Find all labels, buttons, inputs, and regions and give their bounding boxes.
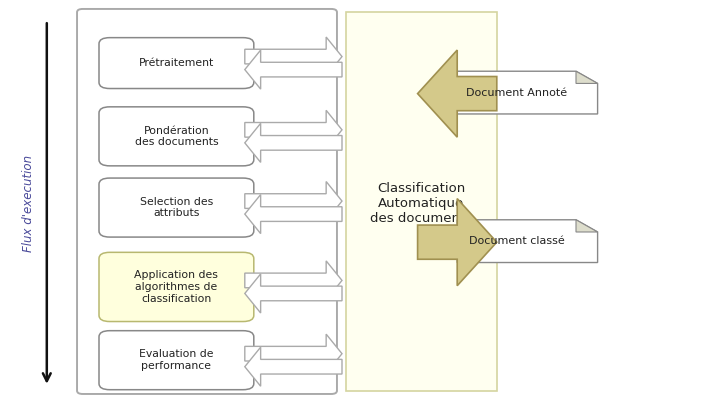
Polygon shape	[245, 123, 342, 162]
Text: Selection des
attributs: Selection des attributs	[140, 197, 213, 219]
Polygon shape	[576, 220, 598, 232]
Text: Flux d'execution: Flux d'execution	[22, 155, 35, 252]
FancyBboxPatch shape	[99, 38, 254, 89]
FancyBboxPatch shape	[99, 178, 254, 237]
Text: Document classé: Document classé	[469, 236, 564, 246]
Polygon shape	[245, 50, 342, 89]
Text: Pondération
des documents: Pondération des documents	[135, 125, 218, 147]
Polygon shape	[245, 182, 342, 221]
FancyBboxPatch shape	[99, 330, 254, 390]
Polygon shape	[457, 71, 598, 114]
Polygon shape	[245, 274, 342, 313]
FancyBboxPatch shape	[99, 252, 254, 322]
Text: Evaluation de
performance: Evaluation de performance	[139, 349, 214, 371]
Text: Application des
algorithmes de
classification: Application des algorithmes de classific…	[135, 270, 218, 304]
FancyBboxPatch shape	[77, 9, 337, 394]
Text: Document Annoté: Document Annoté	[466, 88, 567, 98]
Polygon shape	[245, 195, 342, 234]
Polygon shape	[245, 347, 342, 386]
Polygon shape	[576, 71, 598, 83]
Polygon shape	[418, 50, 497, 137]
Text: Prétraitement: Prétraitement	[139, 58, 214, 68]
Polygon shape	[245, 261, 342, 300]
Polygon shape	[245, 37, 342, 76]
Polygon shape	[245, 110, 342, 149]
FancyBboxPatch shape	[99, 107, 254, 166]
Polygon shape	[457, 220, 598, 263]
Polygon shape	[418, 199, 497, 286]
Polygon shape	[245, 334, 342, 373]
Text: Classification
Automatique
des documents: Classification Automatique des documents	[370, 182, 472, 225]
FancyBboxPatch shape	[346, 12, 497, 391]
